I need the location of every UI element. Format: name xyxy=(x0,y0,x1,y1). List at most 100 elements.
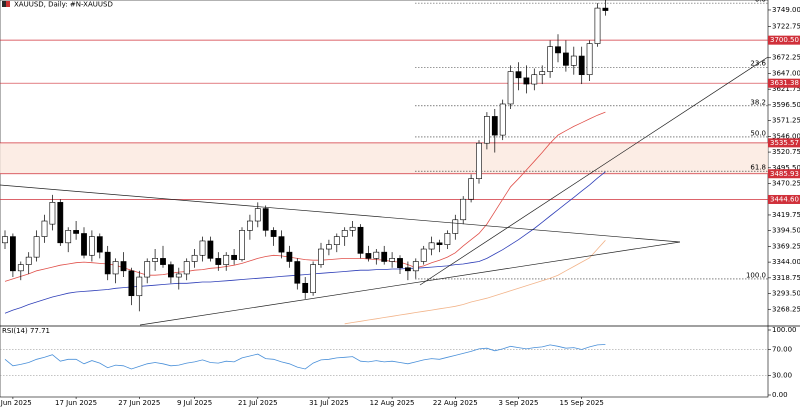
candle-body xyxy=(578,55,585,76)
candle-body xyxy=(483,116,490,144)
plot-frame xyxy=(0,0,769,398)
candle-body xyxy=(468,178,474,200)
chart-title: XAUUSD, Daily: #N-XAUUSD xyxy=(14,1,113,9)
candle-body xyxy=(231,254,237,260)
candle-body xyxy=(452,219,459,234)
candle-body xyxy=(17,264,24,272)
candle-body xyxy=(515,71,522,79)
candle-body xyxy=(436,242,443,245)
y-tick-label: 3672.25 xyxy=(772,54,800,62)
candle-body xyxy=(120,261,127,272)
moving-average xyxy=(344,240,606,325)
zone xyxy=(0,142,768,174)
fib-label: 0.0 xyxy=(755,0,766,4)
candle-body xyxy=(460,198,467,221)
candle-body xyxy=(499,103,506,136)
trend-line xyxy=(419,56,769,286)
y-tick-label: 3268.25 xyxy=(772,305,800,313)
candle-body xyxy=(136,276,143,297)
fib-label: 38.2 xyxy=(750,98,766,106)
y-tick-label: 3394.50 xyxy=(772,227,800,235)
candle-body xyxy=(25,256,32,265)
candle-body xyxy=(310,264,316,293)
y-tick-label: 3344.00 xyxy=(772,258,800,266)
symbol-icon xyxy=(6,1,10,7)
candle-body xyxy=(523,77,530,85)
candle-body xyxy=(555,46,561,54)
candle-body xyxy=(223,254,230,265)
y-tick-label: 3596.50 xyxy=(772,101,800,109)
x-tick-label: 21 Jul 2025 xyxy=(238,399,278,407)
price-tag xyxy=(768,78,800,88)
candle-body xyxy=(175,273,182,278)
price-tag-label: 3535.57 xyxy=(770,139,799,147)
fib-label: 100.0 xyxy=(746,271,766,279)
x-tick-label: 9 Jul 2025 xyxy=(177,399,212,407)
candle-body xyxy=(247,220,253,231)
x-tick-label: 17 Jun 2025 xyxy=(55,399,97,407)
price-tag xyxy=(768,35,800,45)
candle-body xyxy=(2,236,8,244)
y-tick-label: 3621.75 xyxy=(772,85,800,93)
candle-body xyxy=(586,43,593,76)
candle-body xyxy=(349,226,356,231)
y-tick-label: 3571.25 xyxy=(772,117,800,125)
candle-body xyxy=(73,230,79,234)
candle-body xyxy=(160,258,166,265)
candle-body xyxy=(294,261,301,284)
candle-body xyxy=(49,202,56,225)
candle-body xyxy=(152,258,158,262)
y-tick-label: 70.00 xyxy=(772,346,792,354)
candle-body xyxy=(570,55,577,66)
candle-body xyxy=(168,264,174,278)
candle-body xyxy=(262,208,269,231)
fib-label: 50.0 xyxy=(750,129,766,137)
x-tick-label: 31 Jul 2025 xyxy=(309,399,349,407)
candle-body xyxy=(57,202,64,244)
candle-body xyxy=(325,244,332,250)
candle-body xyxy=(602,7,609,11)
candle-body xyxy=(302,282,309,293)
candle-body xyxy=(420,248,427,262)
candle-body xyxy=(333,236,340,245)
price-tag xyxy=(768,169,800,179)
price-tag-label: 3485.93 xyxy=(770,170,799,178)
price-tag-label: 3700.50 xyxy=(770,36,799,44)
candle-body xyxy=(531,74,538,85)
candle-body xyxy=(81,233,87,256)
moving-average xyxy=(4,171,606,314)
x-tick-label: 5 Jun 2025 xyxy=(0,399,32,407)
trend-line xyxy=(0,184,681,243)
y-tick-label: 3520.75 xyxy=(772,148,800,156)
y-tick-label: 3318.75 xyxy=(772,274,800,282)
y-tick-label: 3293.50 xyxy=(772,290,800,298)
candle-body xyxy=(547,46,553,72)
candle-body xyxy=(33,236,40,258)
candle-body xyxy=(112,261,119,275)
candle-body xyxy=(183,261,190,275)
candle-body xyxy=(239,230,245,260)
candle-body xyxy=(318,248,324,265)
candle-body xyxy=(562,52,569,66)
y-tick-label: 3419.75 xyxy=(772,211,800,219)
candle-body xyxy=(65,230,72,244)
candle-body xyxy=(270,230,277,237)
candle-body xyxy=(89,236,95,256)
y-tick-label: 3369.25 xyxy=(772,242,800,250)
x-tick-label: 22 Aug 2025 xyxy=(433,399,478,407)
price-tag xyxy=(768,194,800,204)
y-tick-label: 3749.00 xyxy=(772,6,800,14)
candle-body xyxy=(594,7,601,44)
x-tick-label: 3 Sep 2025 xyxy=(499,399,539,407)
candle-body xyxy=(278,236,285,253)
candle-body xyxy=(491,116,498,136)
y-tick-label: 3647.00 xyxy=(772,69,800,77)
y-tick-label: 3495.50 xyxy=(772,164,800,172)
y-tick-label: 0.00 xyxy=(772,391,788,399)
x-tick-label: 27 Jun 2025 xyxy=(118,399,160,407)
candle-body xyxy=(96,236,103,253)
rsi-title: RSI(14) 77.71 xyxy=(2,327,50,335)
candle-body xyxy=(389,258,395,262)
candle-body xyxy=(397,258,403,269)
